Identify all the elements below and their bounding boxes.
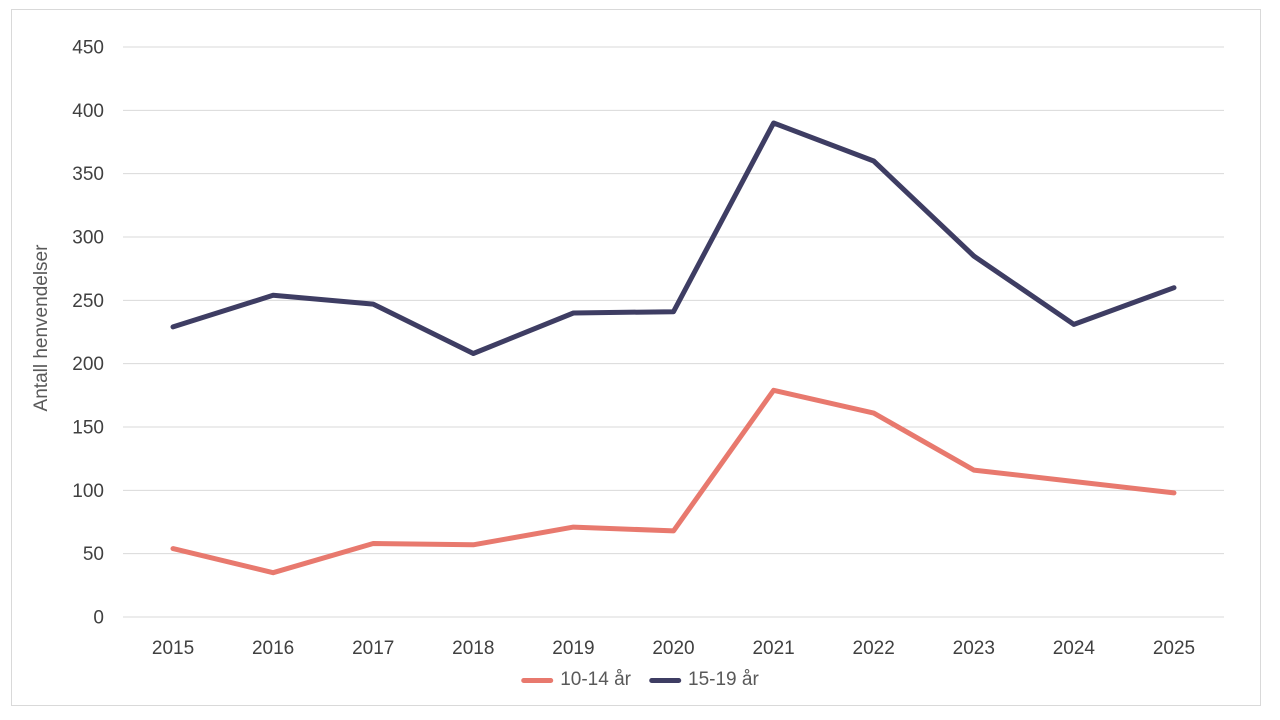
x-tick-label: 2020: [652, 638, 694, 659]
y-tick-label: 250: [72, 291, 104, 312]
y-axis-tick-labels: 0 50 100 150 200 250 300 350 400 450: [72, 38, 104, 629]
x-tick-label: 2021: [752, 638, 794, 659]
legend-swatch-10-14-icon: [521, 677, 554, 683]
legend: 10-14 år 15-19 år: [521, 669, 759, 691]
legend-swatch-15-19-icon: [649, 677, 681, 683]
x-tick-label: 2024: [1053, 638, 1096, 659]
legend-label-10-14: 10-14 år: [560, 669, 631, 690]
y-tick-label: 200: [72, 354, 104, 375]
x-tick-label: 2022: [853, 638, 895, 659]
y-tick-label: 350: [72, 164, 104, 185]
series-line-10-14-år: [170, 387, 1177, 576]
x-tick-label: 2023: [953, 638, 995, 659]
series-lines: [170, 120, 1177, 576]
y-tick-label: 0: [93, 608, 104, 629]
legend-label-15-19: 15-19 år: [688, 669, 759, 690]
legend-item-15-19: 15-19 år: [649, 669, 759, 691]
x-tick-label: 2025: [1153, 638, 1195, 659]
x-tick-label: 2017: [352, 638, 394, 659]
chart-frame: [11, 9, 1261, 706]
x-tick-label: 2018: [452, 638, 494, 659]
x-tick-label: 2019: [552, 638, 594, 659]
y-tick-label: 100: [72, 481, 104, 502]
x-tick-label: 2015: [152, 638, 194, 659]
series-line-15-19-år: [170, 120, 1177, 356]
legend-item-10-14: 10-14 år: [521, 669, 631, 691]
y-axis-title: Antall henvendelser: [31, 244, 52, 412]
y-tick-label: 400: [72, 101, 104, 122]
x-axis-tick-labels: 2015 2016 2017 2018 2019 2020 2021 2022 2023 2024…: [152, 638, 1195, 659]
y-tick-label: 450: [72, 38, 104, 59]
y-tick-label: 300: [72, 228, 104, 249]
x-tick-label: 2016: [252, 638, 294, 659]
y-tick-label: 150: [72, 418, 104, 439]
y-tick-label: 50: [83, 544, 104, 565]
